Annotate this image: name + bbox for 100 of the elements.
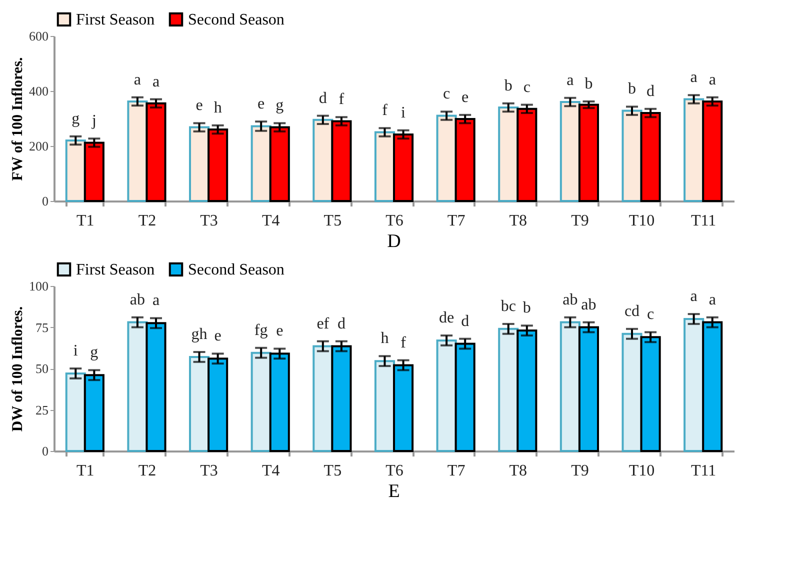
data-label: c	[442, 86, 450, 103]
x-tick-label: T10	[628, 462, 655, 480]
bar	[208, 358, 228, 452]
data-label: d	[337, 315, 346, 332]
bar	[560, 101, 580, 202]
data-label: a	[708, 71, 716, 88]
x-tick-label: T7	[447, 212, 466, 230]
bar	[312, 118, 334, 202]
bar	[702, 100, 723, 202]
y-tick-label: 75	[36, 320, 48, 335]
data-label: c	[646, 306, 654, 324]
x-tick-label: T11	[690, 462, 716, 480]
data-label: de	[438, 310, 454, 326]
data-label: fg	[254, 322, 268, 339]
data-label: a	[134, 71, 142, 88]
data-label: gh	[191, 326, 208, 343]
x-tick-label: T8	[509, 462, 528, 480]
bar	[146, 322, 166, 452]
data-label: e	[214, 328, 222, 345]
data-label: i	[73, 342, 78, 360]
data-label: h	[214, 99, 222, 116]
data-label: b	[522, 300, 531, 317]
y-tick-label: 400	[29, 84, 48, 98]
bar	[331, 120, 352, 202]
bar	[640, 112, 661, 202]
bar	[65, 372, 86, 452]
bar	[208, 128, 228, 202]
bar	[269, 352, 290, 452]
bar	[498, 106, 519, 202]
bar	[146, 102, 166, 202]
data-label: g	[90, 344, 98, 362]
bar	[65, 140, 86, 202]
data-label: a	[708, 291, 716, 308]
data-label: f	[382, 102, 388, 120]
bar	[250, 125, 272, 202]
data-label: bc	[500, 298, 516, 315]
data-label: d	[461, 312, 470, 330]
x-tick-label: T8	[509, 212, 528, 230]
y-axis-title: DW of 100 Inflores.	[10, 306, 26, 432]
bar	[374, 131, 395, 202]
x-tick-label: T5	[324, 212, 342, 230]
bar	[454, 118, 476, 202]
bar	[454, 342, 476, 452]
bar	[312, 345, 334, 452]
y-axis-title: FW of 100 Inflores.	[10, 56, 26, 181]
data-label: b	[584, 75, 593, 92]
bar	[498, 328, 519, 452]
text: E	[388, 481, 400, 502]
data-label: ab	[130, 291, 146, 308]
bar	[516, 330, 538, 452]
data-label: f	[338, 91, 345, 108]
data-label: ab	[562, 291, 578, 308]
x-tick-label: T3	[200, 462, 218, 480]
x-tick-label: T9	[571, 212, 589, 230]
x-tick-label: T6	[386, 212, 404, 230]
data-label: g	[72, 110, 80, 128]
y-tick-label: 25	[36, 402, 48, 418]
text: D	[387, 231, 401, 252]
bar	[269, 126, 290, 202]
bar	[393, 364, 414, 452]
y-tick-label: 0	[42, 444, 48, 458]
x-tick-label: T11	[690, 212, 716, 230]
data-label: a	[152, 292, 160, 310]
x-tick-label: T3	[200, 212, 218, 230]
data-label: b	[628, 80, 636, 98]
bar	[250, 352, 272, 452]
bar	[127, 100, 148, 202]
bar	[127, 321, 148, 452]
data-label: e	[276, 322, 284, 340]
x-tick-label: T1	[76, 462, 94, 480]
x-tick-label: T4	[262, 212, 280, 230]
data-label: ef	[316, 315, 330, 332]
data-label: i	[401, 104, 406, 122]
legend-label: First Season	[76, 261, 155, 278]
data-label: a	[690, 288, 698, 306]
x-tick-label: T10	[628, 212, 655, 230]
x-tick-label: T9	[571, 462, 589, 480]
x-tick-label: T4	[262, 462, 280, 480]
bar	[393, 133, 414, 202]
data-label: h	[380, 330, 389, 348]
y-tick-label: 600	[29, 28, 48, 44]
data-label: d	[318, 90, 327, 107]
bar	[436, 114, 457, 202]
bar	[84, 374, 104, 452]
legend-label: First Season	[76, 11, 155, 28]
bar	[516, 108, 538, 202]
data-label: a	[566, 72, 574, 89]
data-label: e	[462, 88, 469, 106]
bar	[702, 321, 723, 452]
x-tick-label: T1	[76, 212, 94, 230]
data-label: g	[276, 97, 284, 114]
bar	[622, 110, 642, 202]
data-label: f	[400, 334, 407, 352]
bar	[684, 98, 704, 202]
bar	[189, 356, 210, 452]
y-tick-label: 50	[36, 361, 48, 376]
data-label: e	[258, 96, 265, 113]
y-tick-label: 0	[42, 194, 48, 208]
bar	[640, 336, 661, 452]
data-label: e	[196, 97, 203, 114]
